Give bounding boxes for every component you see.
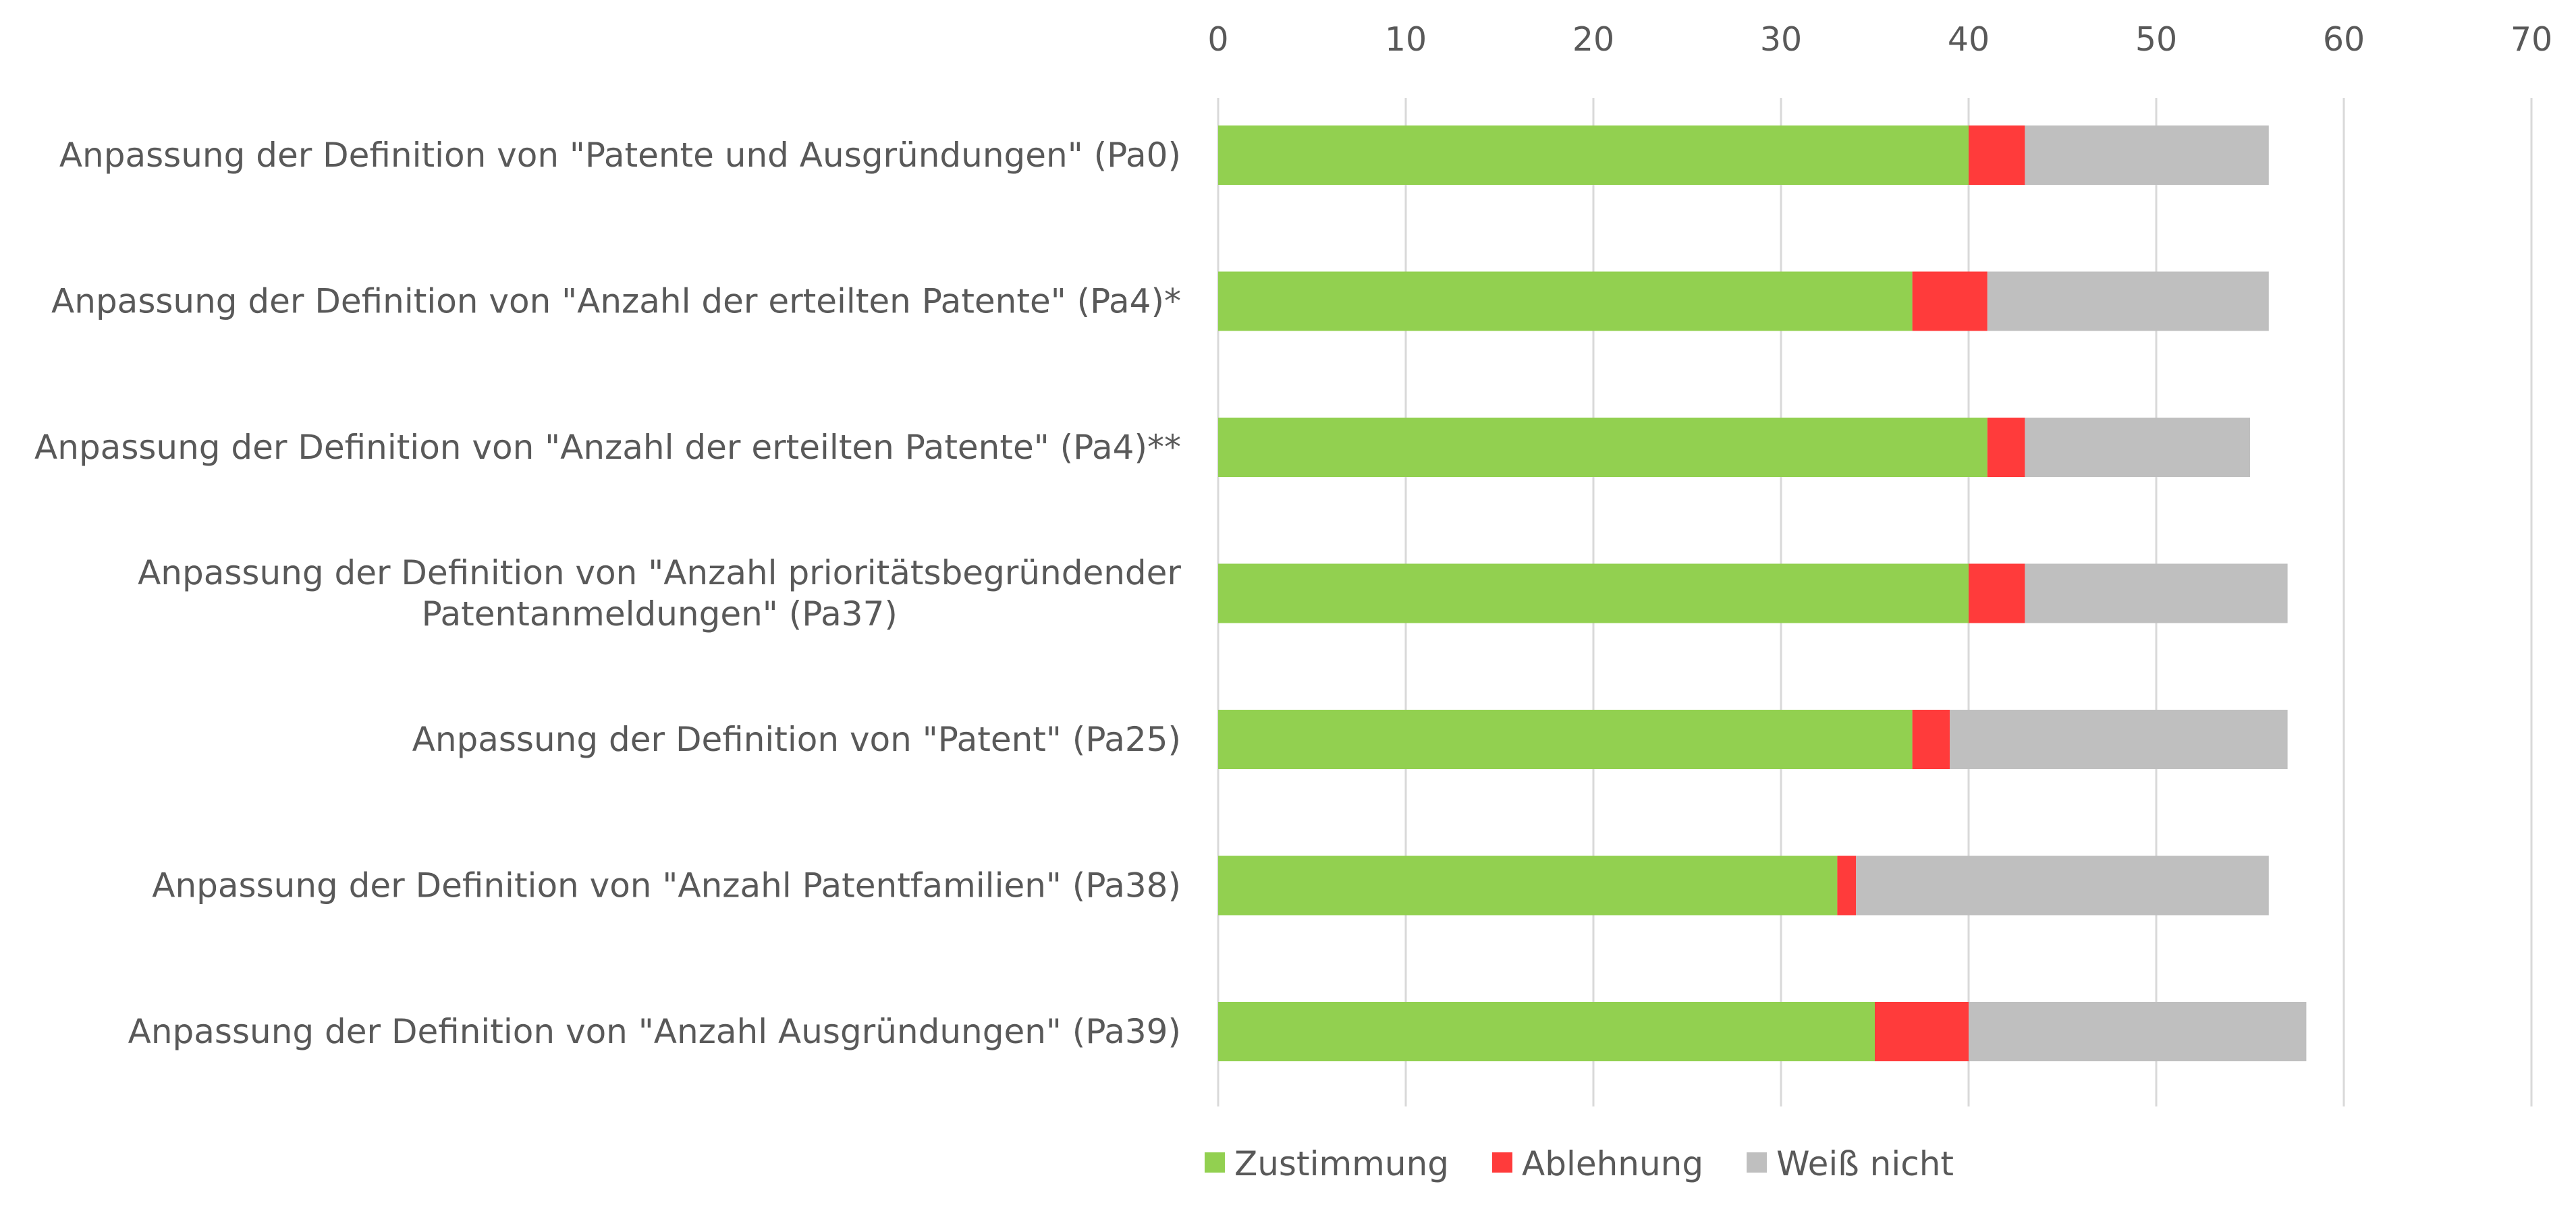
bar-wei-nicht-1 — [1987, 271, 2269, 331]
legend-label: Zustimmung — [1234, 1144, 1449, 1183]
category-label: Anpassung der Definition von "Patent" (P… — [412, 720, 1181, 759]
x-axis-ticks: 0 10 20 30 40 50 60 70 — [1207, 20, 2552, 59]
category-label: Anpassung der Definition von "Anzahl der… — [51, 282, 1181, 321]
bar-wei-nicht-2 — [2025, 418, 2250, 477]
x-tick-label: 60 — [2323, 20, 2365, 59]
legend-item-wei-nicht: Weiß nicht — [1747, 1144, 1954, 1183]
x-tick-label: 40 — [1948, 20, 1990, 59]
bar-zustimmung-2 — [1218, 418, 1988, 477]
x-tick-label: 30 — [1760, 20, 1802, 59]
x-tick-label: 0 — [1207, 20, 1228, 59]
x-tick-label: 20 — [1572, 20, 1614, 59]
bar-ablehnung-6 — [1875, 1002, 1969, 1061]
legend-item-ablehnung: Ablehnung — [1492, 1144, 1703, 1183]
bar-ablehnung-1 — [1912, 271, 1988, 331]
category-label: Anpassung der Definition von "Anzahl pri… — [138, 553, 1181, 592]
bar-ablehnung-3 — [1969, 563, 2025, 623]
legend-swatch — [1492, 1152, 1513, 1173]
legend-label: Weiß nicht — [1776, 1144, 1954, 1183]
category-labels: Anpassung der Definition von "Patente un… — [34, 136, 1181, 1051]
legend-swatch — [1204, 1152, 1225, 1173]
bar-wei-nicht-0 — [2025, 125, 2269, 185]
bar-ablehnung-5 — [1837, 855, 1857, 916]
x-tick-label: 50 — [2135, 20, 2177, 59]
bars — [1218, 125, 2307, 1061]
bar-ablehnung-2 — [1987, 418, 2025, 477]
bar-zustimmung-0 — [1218, 125, 1969, 185]
x-tick-label: 70 — [2511, 20, 2552, 59]
x-tick-label: 10 — [1385, 20, 1427, 59]
category-label: Patentanmeldungen" (Pa37) — [422, 594, 898, 634]
legend-label: Ablehnung — [1522, 1144, 1703, 1183]
bar-zustimmung-3 — [1218, 563, 1969, 623]
bar-ablehnung-4 — [1912, 710, 1950, 769]
category-label: Anpassung der Definition von "Anzahl Aus… — [128, 1012, 1181, 1051]
bar-wei-nicht-4 — [1950, 710, 2288, 769]
bar-zustimmung-4 — [1218, 710, 1913, 769]
bar-zustimmung-5 — [1218, 855, 1838, 916]
bar-ablehnung-0 — [1969, 125, 2025, 185]
category-label: Anpassung der Definition von "Anzahl der… — [34, 428, 1181, 467]
category-label: Anpassung der Definition von "Anzahl Pat… — [152, 866, 1181, 905]
bar-zustimmung-1 — [1218, 271, 1913, 331]
legend-swatch — [1747, 1152, 1767, 1173]
bar-wei-nicht-5 — [1856, 855, 2269, 916]
bar-wei-nicht-6 — [1969, 1002, 2307, 1061]
legend-item-zustimmung: Zustimmung — [1204, 1144, 1449, 1183]
bar-wei-nicht-3 — [2025, 563, 2288, 623]
category-label: Anpassung der Definition von "Patente un… — [59, 136, 1181, 175]
legend: Zustimmung Ablehnung Weiß nicht — [1204, 1144, 1954, 1183]
bar-zustimmung-6 — [1218, 1002, 1875, 1061]
